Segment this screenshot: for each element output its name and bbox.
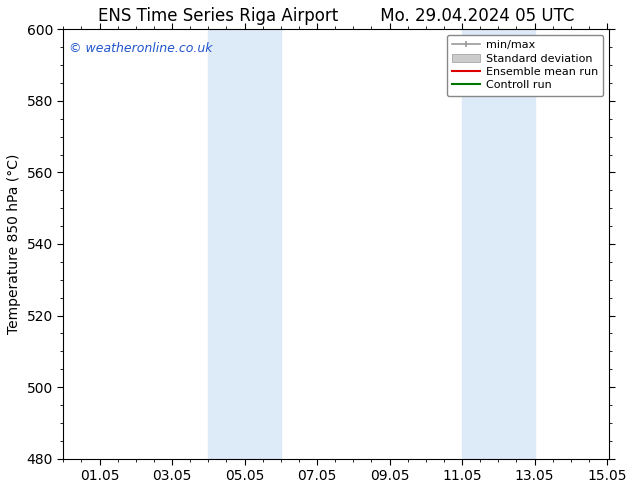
Text: © weatheronline.co.uk: © weatheronline.co.uk (68, 42, 212, 55)
Legend: min/max, Standard deviation, Ensemble mean run, Controll run: min/max, Standard deviation, Ensemble me… (447, 35, 604, 96)
Y-axis label: Temperature 850 hPa (°C): Temperature 850 hPa (°C) (7, 154, 21, 334)
Bar (209, 29, 281, 459)
Bar (462, 29, 534, 459)
Title: ENS Time Series Riga Airport        Mo. 29.04.2024 05 UTC: ENS Time Series Riga Airport Mo. 29.04.2… (98, 7, 574, 25)
